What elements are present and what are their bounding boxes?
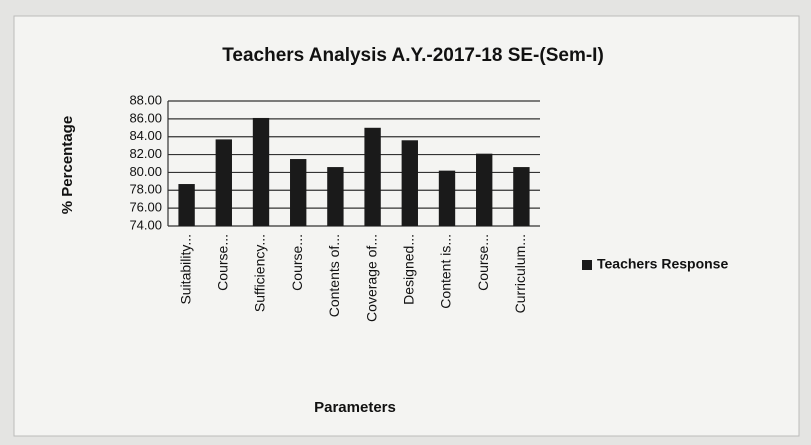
x-tick-label: Curriculum... — [512, 234, 528, 313]
bar — [401, 140, 418, 226]
bar — [178, 184, 195, 226]
y-axis-title: % Percentage — [59, 116, 76, 214]
bar — [438, 170, 456, 226]
y-tick-label: 88.00 — [129, 92, 162, 107]
bar — [290, 159, 307, 226]
y-tick-label: 74.00 — [129, 217, 162, 232]
legend-swatch — [582, 260, 592, 270]
bar — [364, 127, 381, 226]
legend-label: Teachers Response — [597, 256, 728, 272]
y-tick-label: 86.00 — [129, 110, 162, 125]
x-tick-label: Course... — [289, 234, 305, 291]
bar — [476, 153, 493, 226]
x-tick-label: Content is... — [438, 234, 454, 309]
x-axis-title: Parameters — [314, 399, 396, 416]
y-tick-label: 80.00 — [129, 164, 162, 179]
bar — [327, 167, 344, 226]
x-tick-label: Course... — [475, 234, 491, 291]
y-tick-label: 76.00 — [129, 200, 162, 215]
y-tick-label: 84.00 — [129, 128, 162, 143]
x-tick-label: Designed... — [401, 234, 417, 305]
bar — [252, 117, 270, 226]
bar — [513, 167, 530, 226]
x-tick-label: Course... — [215, 234, 231, 291]
bar — [215, 139, 232, 226]
x-tick-label: Contents of... — [326, 234, 342, 317]
y-tick-label: 78.00 — [129, 182, 162, 197]
chart-title: Teachers Analysis A.Y.-2017-18 SE-(Sem-I… — [222, 45, 604, 66]
y-tick-label: 82.00 — [129, 146, 162, 161]
x-tick-label: Coverage of... — [363, 234, 379, 322]
x-tick-label: Sufficiency... — [252, 234, 268, 312]
x-tick-label: Suitability... — [177, 234, 193, 305]
